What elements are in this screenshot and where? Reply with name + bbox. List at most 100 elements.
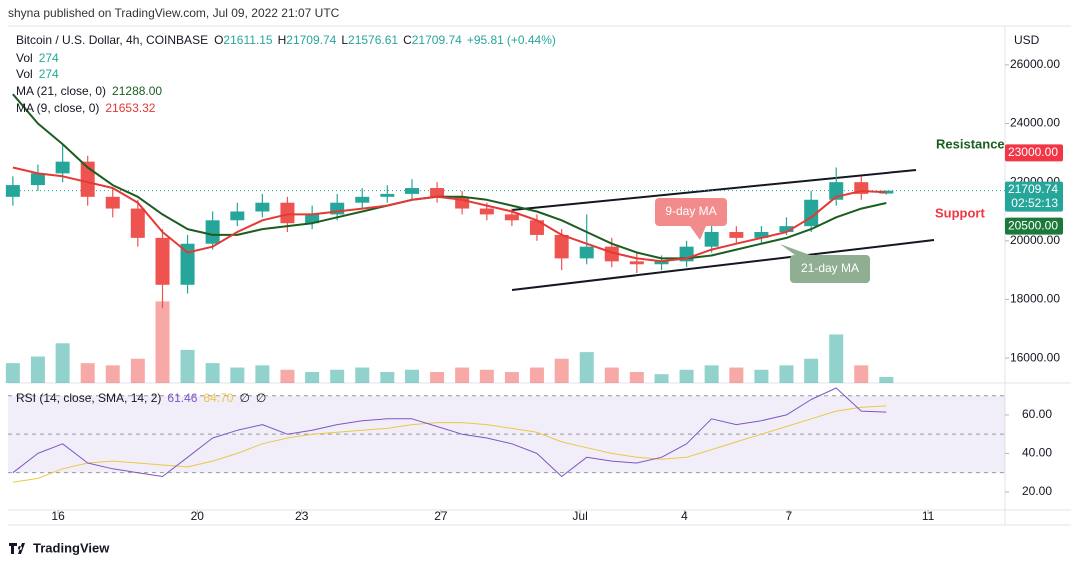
level-name: Resistance bbox=[936, 136, 1005, 151]
legend-item: Bitcoin / U.S. Dollar, 4h, COINBASE bbox=[16, 33, 208, 47]
annotation-text: 21-day MA bbox=[801, 261, 859, 275]
footer-brand: TradingView bbox=[33, 540, 110, 555]
volume-bar bbox=[455, 367, 470, 383]
candle-body bbox=[330, 202, 345, 215]
moving-average-line bbox=[12, 93, 887, 260]
legend-row: RSI (14, close, SMA, 14, 2) 61.46 64.70 ∅ ∅ bbox=[16, 391, 266, 405]
volume-bar bbox=[729, 367, 744, 383]
volume-bar bbox=[754, 369, 769, 383]
countdown-label: 02:52:13 bbox=[1011, 196, 1058, 210]
x-tick-label: 20 bbox=[191, 509, 205, 523]
candle-body bbox=[105, 196, 120, 209]
legend-item: 64.70 bbox=[203, 391, 233, 405]
y-tick-label: 26000.00 bbox=[1010, 57, 1060, 71]
candle-body bbox=[355, 196, 370, 203]
legend-item: C bbox=[403, 33, 412, 47]
volume-bar bbox=[255, 365, 270, 383]
volume-bar bbox=[205, 363, 220, 383]
candle-body bbox=[554, 234, 569, 259]
candle-body bbox=[479, 208, 494, 215]
channel-lower bbox=[511, 239, 935, 291]
volume-bar bbox=[105, 365, 120, 383]
candle-body bbox=[729, 232, 744, 238]
legend-item: Vol bbox=[16, 67, 33, 81]
annotation-pointer bbox=[690, 226, 706, 240]
rsi-y-tick-label: 60.00 bbox=[1022, 407, 1052, 421]
volume-bar bbox=[679, 369, 694, 383]
volume-bar bbox=[479, 369, 494, 383]
volume-bar bbox=[604, 367, 619, 383]
publisher: shyna published on TradingView.com, Jul … bbox=[8, 6, 340, 20]
x-tick-label: 27 bbox=[434, 509, 448, 523]
annotation-text: 9-day MA bbox=[665, 204, 716, 218]
candle-body bbox=[704, 232, 719, 247]
candle-body bbox=[55, 161, 70, 174]
legend-item: ∅ bbox=[256, 391, 266, 405]
legend-item: (+0.44%) bbox=[507, 33, 556, 47]
volume-bar bbox=[305, 371, 320, 383]
y-tick-label: 18000.00 bbox=[1010, 292, 1060, 306]
rsi-line bbox=[12, 387, 887, 477]
candle-body bbox=[30, 173, 45, 186]
rsi-y-tick-label: 20.00 bbox=[1022, 484, 1052, 498]
legend-item: 21611.15 bbox=[223, 33, 272, 47]
legend-item: L bbox=[341, 33, 348, 47]
level-badge-label: 23000.00 bbox=[1008, 145, 1058, 159]
level-badge bbox=[1005, 144, 1063, 162]
volume-bar bbox=[854, 365, 869, 383]
volume-bar bbox=[330, 369, 345, 383]
volume-bar bbox=[804, 358, 819, 383]
level-badge bbox=[1005, 217, 1063, 235]
legend-item: H bbox=[278, 33, 287, 47]
legend-item: RSI (14, close, SMA, 14, 2) bbox=[16, 391, 161, 405]
volume-bar bbox=[779, 365, 794, 383]
last-price-label: 21709.74 bbox=[1008, 182, 1058, 196]
volume-bar bbox=[504, 371, 519, 383]
legend-item: ∅ bbox=[239, 391, 249, 405]
volume-bar bbox=[579, 352, 594, 383]
candle-body bbox=[380, 193, 395, 197]
rsi-sma-line bbox=[12, 405, 887, 483]
level-name: Support bbox=[935, 205, 985, 220]
candle-body bbox=[5, 185, 20, 197]
legend-row: Bitcoin / U.S. Dollar, 4h, COINBASE O2161… bbox=[16, 33, 556, 47]
legend-item: +95.81 bbox=[467, 33, 504, 47]
candle-body bbox=[629, 261, 644, 265]
candle-body bbox=[455, 196, 470, 209]
candle-body bbox=[180, 243, 195, 285]
volume-bar bbox=[30, 356, 45, 383]
legend-item: MA (21, close, 0) bbox=[16, 84, 106, 98]
annotation-pointer bbox=[780, 244, 810, 255]
legend-item: 21653.32 bbox=[105, 101, 155, 115]
volume-bar bbox=[430, 371, 445, 383]
candle-body bbox=[130, 208, 145, 238]
volume-bar bbox=[380, 371, 395, 383]
volume-bar bbox=[829, 334, 844, 383]
candle-body bbox=[529, 220, 544, 235]
x-tick-label: 11 bbox=[922, 509, 935, 523]
volume-bar bbox=[879, 376, 894, 383]
x-tick-label: 23 bbox=[295, 509, 309, 523]
x-tick-label: Jul bbox=[572, 509, 587, 523]
candle-body bbox=[754, 232, 769, 238]
candle-body bbox=[779, 226, 794, 233]
legend-item: 21709.74 bbox=[412, 33, 462, 47]
volume-bar bbox=[704, 365, 719, 383]
y-tick-label: 20000.00 bbox=[1010, 233, 1060, 247]
legend-item: MA (9, close, 0) bbox=[16, 101, 99, 115]
candle-body bbox=[255, 202, 270, 212]
candle-body bbox=[854, 182, 869, 194]
candle-body bbox=[305, 214, 320, 224]
volume-bar bbox=[230, 367, 245, 383]
last-price-badge bbox=[1005, 181, 1063, 212]
candle-body bbox=[280, 202, 295, 224]
x-tick-label: 4 bbox=[681, 509, 688, 523]
volume-bar bbox=[529, 367, 544, 383]
candle-body bbox=[504, 214, 519, 221]
candle-body bbox=[230, 211, 245, 221]
legend-item: 21288.00 bbox=[112, 84, 162, 98]
volume-bar bbox=[355, 367, 370, 383]
